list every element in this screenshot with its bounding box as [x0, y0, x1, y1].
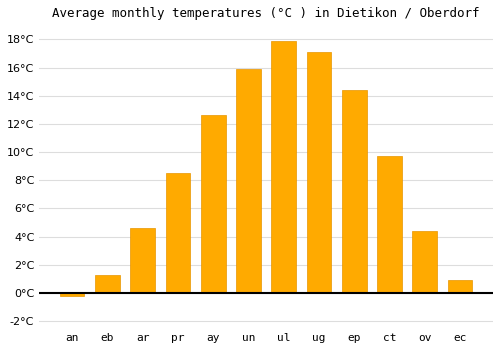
Title: Average monthly temperatures (°C ) in Dietikon / Oberdorf: Average monthly temperatures (°C ) in Di… [52, 7, 480, 20]
Bar [201, 116, 226, 293]
Bar [60, 293, 84, 296]
Bar [166, 173, 190, 293]
Bar [272, 41, 296, 293]
Bar [448, 280, 472, 293]
Bar [412, 231, 437, 293]
Bar [342, 90, 366, 293]
Bar [236, 69, 261, 293]
Bar [377, 156, 402, 293]
Bar [306, 52, 332, 293]
Bar [130, 228, 155, 293]
Bar [95, 275, 120, 293]
